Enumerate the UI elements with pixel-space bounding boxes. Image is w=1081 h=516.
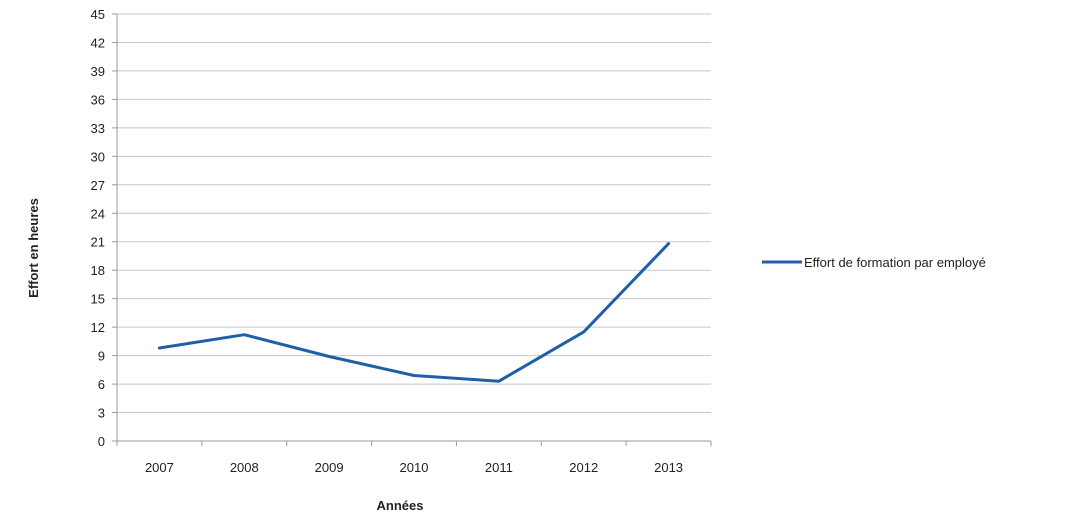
axes (112, 13, 712, 446)
series-group (157, 242, 671, 383)
x-tick-label: 2010 (400, 460, 429, 475)
series-line (157, 242, 671, 383)
y-tick-label: 21 (91, 235, 105, 250)
legend: Effort de formation par employé (762, 255, 986, 270)
y-tick-label: 36 (91, 92, 105, 107)
y-tick-label: 18 (91, 263, 105, 278)
x-tick-label: 2011 (485, 460, 513, 475)
y-tick-label: 6 (98, 377, 105, 392)
y-tick-label: 9 (98, 349, 105, 364)
gridlines (117, 13, 711, 414)
x-tick-label: 2008 (230, 460, 259, 475)
y-tick-label: 33 (91, 121, 105, 136)
x-tick-label: 2007 (145, 460, 174, 475)
x-tick-labels: 2007 2008 2009 2010 2011 2012 2013 (145, 460, 683, 475)
x-axis-title: Années (377, 498, 424, 513)
y-tick-label: 15 (91, 292, 105, 307)
y-tick-label: 27 (91, 178, 105, 193)
y-tick-label: 0 (98, 434, 105, 449)
y-tick-label: 45 (91, 7, 105, 22)
y-tick-label: 12 (91, 320, 105, 335)
x-tick-label: 2013 (654, 460, 683, 475)
x-tick-label: 2012 (569, 460, 598, 475)
y-tick-label: 39 (91, 64, 105, 79)
x-tick-label: 2009 (315, 460, 344, 475)
y-tick-label: 24 (91, 206, 105, 221)
y-tick-label: 3 (98, 406, 105, 421)
y-tick-label: 30 (91, 149, 105, 164)
legend-label: Effort de formation par employé (804, 255, 986, 270)
y-tick-label: 42 (91, 35, 105, 50)
y-axis-title: Effort en heures (26, 198, 41, 298)
